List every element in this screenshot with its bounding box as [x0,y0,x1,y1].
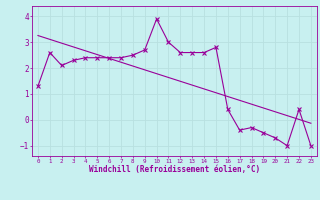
X-axis label: Windchill (Refroidissement éolien,°C): Windchill (Refroidissement éolien,°C) [89,165,260,174]
